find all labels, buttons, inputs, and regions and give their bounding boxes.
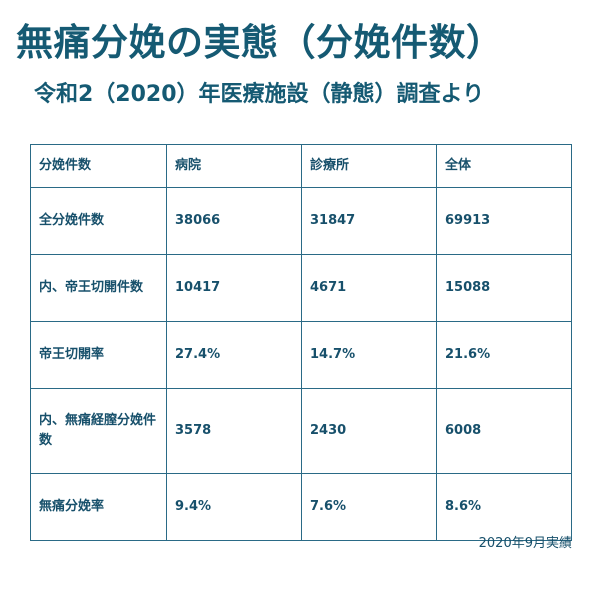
table-row: 帝王切開率 27.4% 14.7% 21.6% — [30, 321, 572, 389]
clinic-value: 2430 — [301, 388, 437, 474]
clinic-value: 14.7% — [301, 321, 437, 389]
header-cell-category: 分娩件数 — [30, 144, 167, 188]
header-cell-clinic: 診療所 — [301, 144, 437, 188]
hospital-value: 27.4% — [166, 321, 302, 389]
delivery-stats-table: 分娩件数 病院 診療所 全体 全分娩件数 38066 31847 69913 内… — [30, 144, 572, 541]
row-label: 内、帝王切開件数 — [30, 254, 167, 322]
row-label: 帝王切開率 — [30, 321, 167, 389]
table-row-highlight: 無痛分娩率 9.4% 7.6% 8.6% — [30, 473, 572, 541]
header-cell-hospital: 病院 — [166, 144, 302, 188]
clinic-value: 4671 — [301, 254, 437, 322]
total-value-highlight: 8.6% — [436, 473, 572, 541]
total-value: 21.6% — [436, 321, 572, 389]
hospital-value: 10417 — [166, 254, 302, 322]
table-row: 全分娩件数 38066 31847 69913 — [30, 187, 572, 255]
row-label: 全分娩件数 — [30, 187, 167, 255]
row-label: 無痛分娩率 — [30, 473, 167, 541]
table-row: 内、帝王切開件数 10417 4671 15088 — [30, 254, 572, 322]
table-header-row: 分娩件数 病院 診療所 全体 — [30, 144, 572, 188]
hospital-value: 38066 — [166, 187, 302, 255]
footnote: 2020年9月実績 — [478, 536, 572, 551]
table-row: 内、無痛経膣分娩件数 3578 2430 6008 — [30, 388, 572, 474]
total-value: 6008 — [436, 388, 572, 474]
clinic-value: 7.6% — [301, 473, 437, 541]
total-value: 15088 — [436, 254, 572, 322]
total-value: 69913 — [436, 187, 572, 255]
hospital-value: 9.4% — [166, 473, 302, 541]
row-label: 内、無痛経膣分娩件数 — [30, 388, 167, 474]
header-cell-total: 全体 — [436, 144, 572, 188]
page-title: 無痛分娩の実態（分娩件数） — [16, 21, 504, 64]
hospital-value: 3578 — [166, 388, 302, 474]
clinic-value: 31847 — [301, 187, 437, 255]
page-subtitle: 令和2（2020）年医療施設（静態）調査より — [34, 82, 485, 107]
